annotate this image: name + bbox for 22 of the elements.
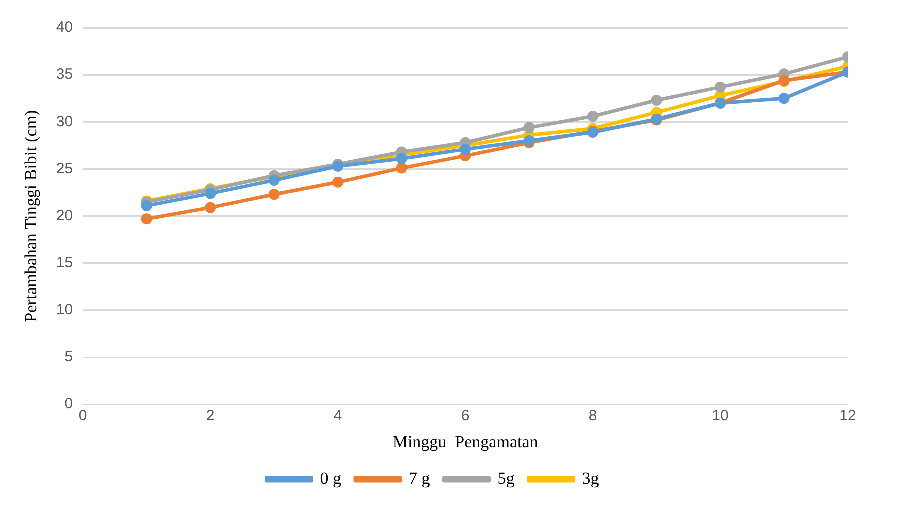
x-tick-label: 8 [588,408,598,425]
y-tick-label: 20 [56,207,74,224]
y-tick-label: 0 [64,396,74,413]
x-tick-label: 2 [206,408,215,425]
x-tick-label: 12 [840,408,856,425]
y-tick-label: 35 [56,66,74,84]
y-tick-label: 25 [56,160,74,178]
legend-label: 3g [582,468,600,488]
y-tick-label: 15 [56,254,74,272]
x-tick-label: 0 [78,408,88,425]
y-axis-title: Pertambahan Tinggi Bibit (cm) [22,110,41,322]
x-tick-label: 10 [712,408,729,425]
y-tick-label: 10 [56,302,74,319]
legend-label: 5g [498,468,516,488]
x-axis-title: Minggu Pengamatan [392,432,539,452]
legend-label: 0 g [320,468,342,488]
y-tick-label: 5 [64,348,74,366]
x-tick-label: 6 [461,408,470,425]
legend-label: 7 g [409,468,431,488]
x-tick-label: 4 [334,408,342,425]
y-tick-label: 30 [56,113,74,130]
y-tick-label: 40 [56,19,74,36]
